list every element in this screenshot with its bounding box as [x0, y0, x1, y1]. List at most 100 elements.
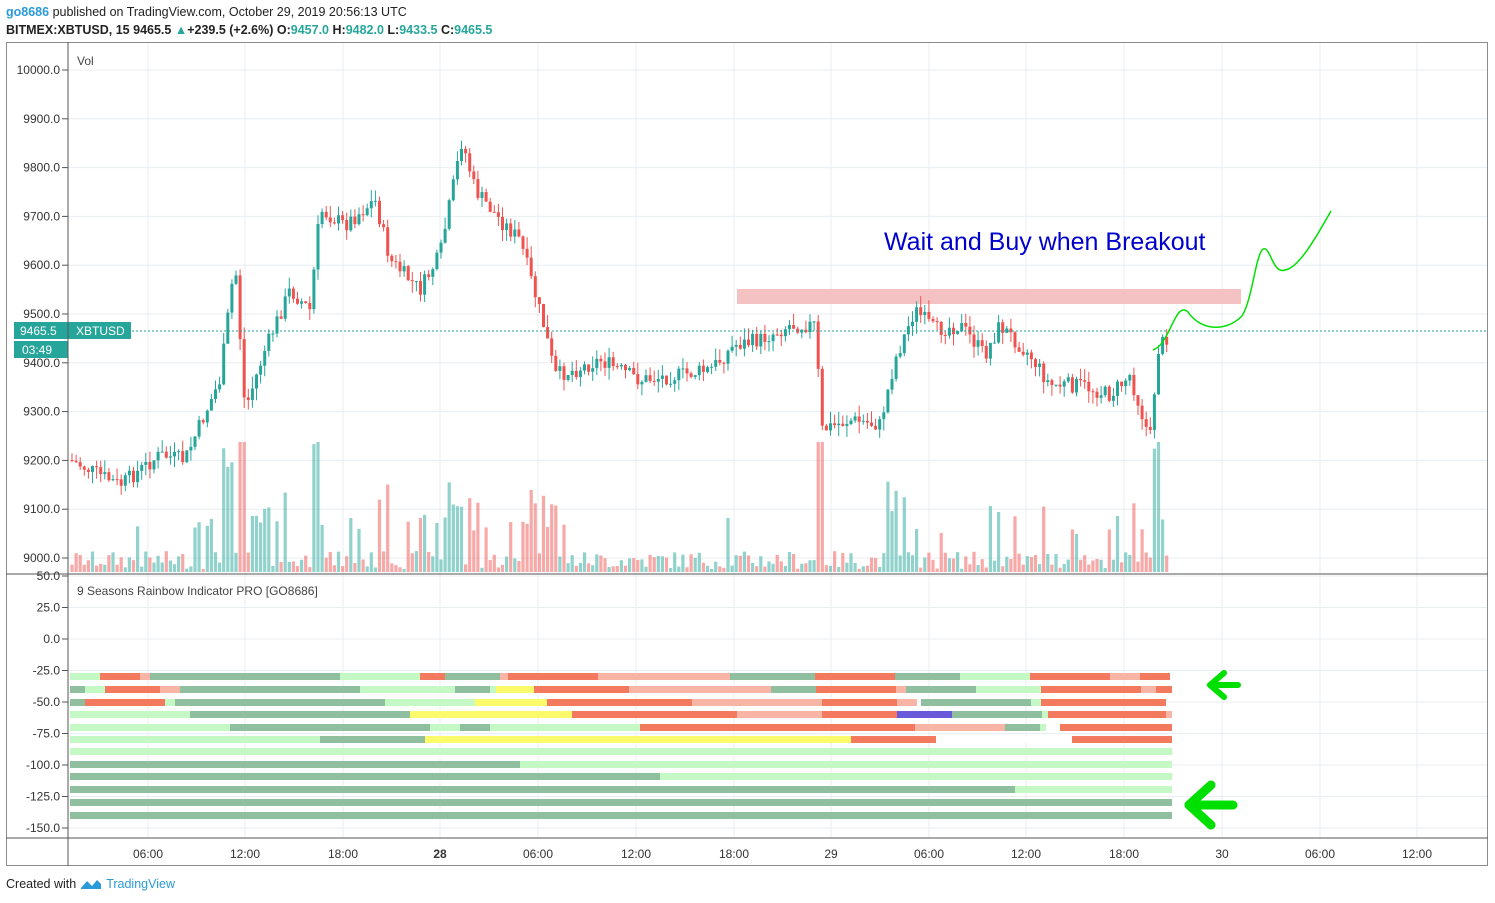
candle-body	[824, 425, 828, 431]
volume-bar	[418, 517, 423, 572]
rainbow-segment	[936, 736, 942, 743]
candle-body	[763, 333, 767, 342]
tradingview-link[interactable]: TradingView	[106, 877, 175, 891]
volume-bar	[697, 552, 701, 572]
rainbow-segment	[660, 773, 1172, 780]
volume-bar	[841, 553, 845, 572]
rainbow-bands	[70, 673, 1172, 819]
candle-body	[234, 275, 238, 284]
volume-bar	[894, 490, 898, 572]
author-link[interactable]: go8686	[6, 5, 50, 19]
volume-bar	[882, 553, 886, 572]
volume-bar	[172, 564, 177, 572]
volume-bar	[78, 554, 82, 572]
candle-body	[357, 214, 361, 225]
volume-bar	[923, 557, 927, 572]
rainbow-segment	[952, 711, 1042, 718]
projection-curve	[1152, 210, 1332, 351]
rainbow-segment	[897, 699, 917, 706]
candle-body	[554, 355, 558, 371]
volume-bar	[574, 565, 578, 572]
indicator-title: 9 Seasons Rainbow Indicator PRO [GO8686]	[77, 584, 318, 598]
candle-body	[373, 200, 377, 202]
candle-body	[1050, 380, 1054, 386]
volume-bar	[537, 553, 541, 572]
candle-body	[529, 257, 533, 277]
footer: Created with TradingView	[6, 877, 175, 891]
candle-body	[320, 211, 324, 225]
rainbow-segment	[771, 686, 816, 693]
volume-bar	[931, 559, 935, 572]
candle-body	[902, 334, 906, 354]
volume-bar	[304, 555, 308, 572]
volume-bar	[648, 554, 652, 572]
volume-bar	[168, 560, 172, 572]
candle-body	[829, 423, 832, 431]
candle-body	[816, 321, 820, 369]
candle-body	[599, 358, 603, 362]
volume-bar	[373, 567, 377, 572]
countdown: 03:49	[22, 343, 52, 357]
candle-body	[812, 321, 816, 323]
volume-bar	[86, 560, 90, 572]
candle-body	[127, 470, 131, 476]
candle-body	[427, 274, 431, 277]
low-value: 9433.5	[399, 23, 438, 37]
candle-body	[1013, 332, 1017, 348]
indicator-tick-label: -100.0	[26, 758, 60, 772]
publish-info: published on TradingView.com, October 29…	[52, 5, 407, 19]
rainbow-segment	[70, 799, 1172, 806]
annotation-text: Wait and Buy when Breakout	[884, 228, 1206, 256]
candle-body	[214, 389, 217, 399]
volume-bar	[1066, 559, 1070, 572]
candle-body	[865, 420, 869, 423]
volume-bar	[628, 558, 632, 572]
rainbow-segment	[598, 673, 730, 680]
volume-bar	[812, 560, 816, 572]
price-tick-label: 9900.0	[23, 112, 60, 126]
volume-bar	[927, 552, 931, 572]
volume-bar	[824, 565, 828, 572]
rainbow-segment	[431, 736, 851, 743]
rainbow-segment	[360, 686, 455, 693]
candlestick-series	[70, 140, 1169, 495]
rainbow-segment	[1030, 673, 1110, 680]
volume-bar	[1132, 503, 1136, 572]
rainbow-segment	[1005, 724, 1040, 731]
volume-bar	[804, 563, 808, 572]
volume-bar	[705, 565, 710, 572]
volume-bar	[972, 551, 976, 572]
volume-bar	[1136, 561, 1140, 572]
volume-bar	[968, 564, 972, 572]
indicator-tick-label: 50.0	[37, 569, 61, 583]
candle-body	[886, 389, 890, 413]
candle-body	[1005, 328, 1009, 333]
candle-body	[685, 368, 689, 374]
candle-body	[386, 227, 390, 256]
candle-body	[238, 275, 242, 340]
candle-body	[525, 248, 529, 258]
candle-body	[501, 216, 504, 230]
candle-body	[636, 374, 640, 385]
candle-body	[759, 333, 763, 347]
publish-line: go8686 published on TradingView.com, Oct…	[6, 4, 492, 21]
symbol-title[interactable]: BITMEX:XBTUSD, 15	[6, 23, 130, 37]
volume-bar	[820, 442, 824, 572]
candle-body	[312, 269, 316, 310]
candle-body	[980, 340, 984, 346]
volume-bar	[943, 552, 947, 572]
candle-body	[115, 479, 119, 481]
candle-body	[906, 326, 910, 335]
price-tick-label: 9800.0	[23, 161, 60, 175]
volume-bar	[874, 558, 878, 572]
volume-bar	[316, 442, 320, 572]
price-tick-label: 9100.0	[23, 502, 60, 516]
candle-body	[345, 219, 349, 231]
volume-bar	[386, 484, 390, 572]
candle-body	[365, 208, 369, 216]
candle-body	[316, 224, 320, 270]
candle-body	[648, 375, 652, 381]
candle-body	[1001, 322, 1005, 333]
candle-body	[706, 367, 709, 372]
